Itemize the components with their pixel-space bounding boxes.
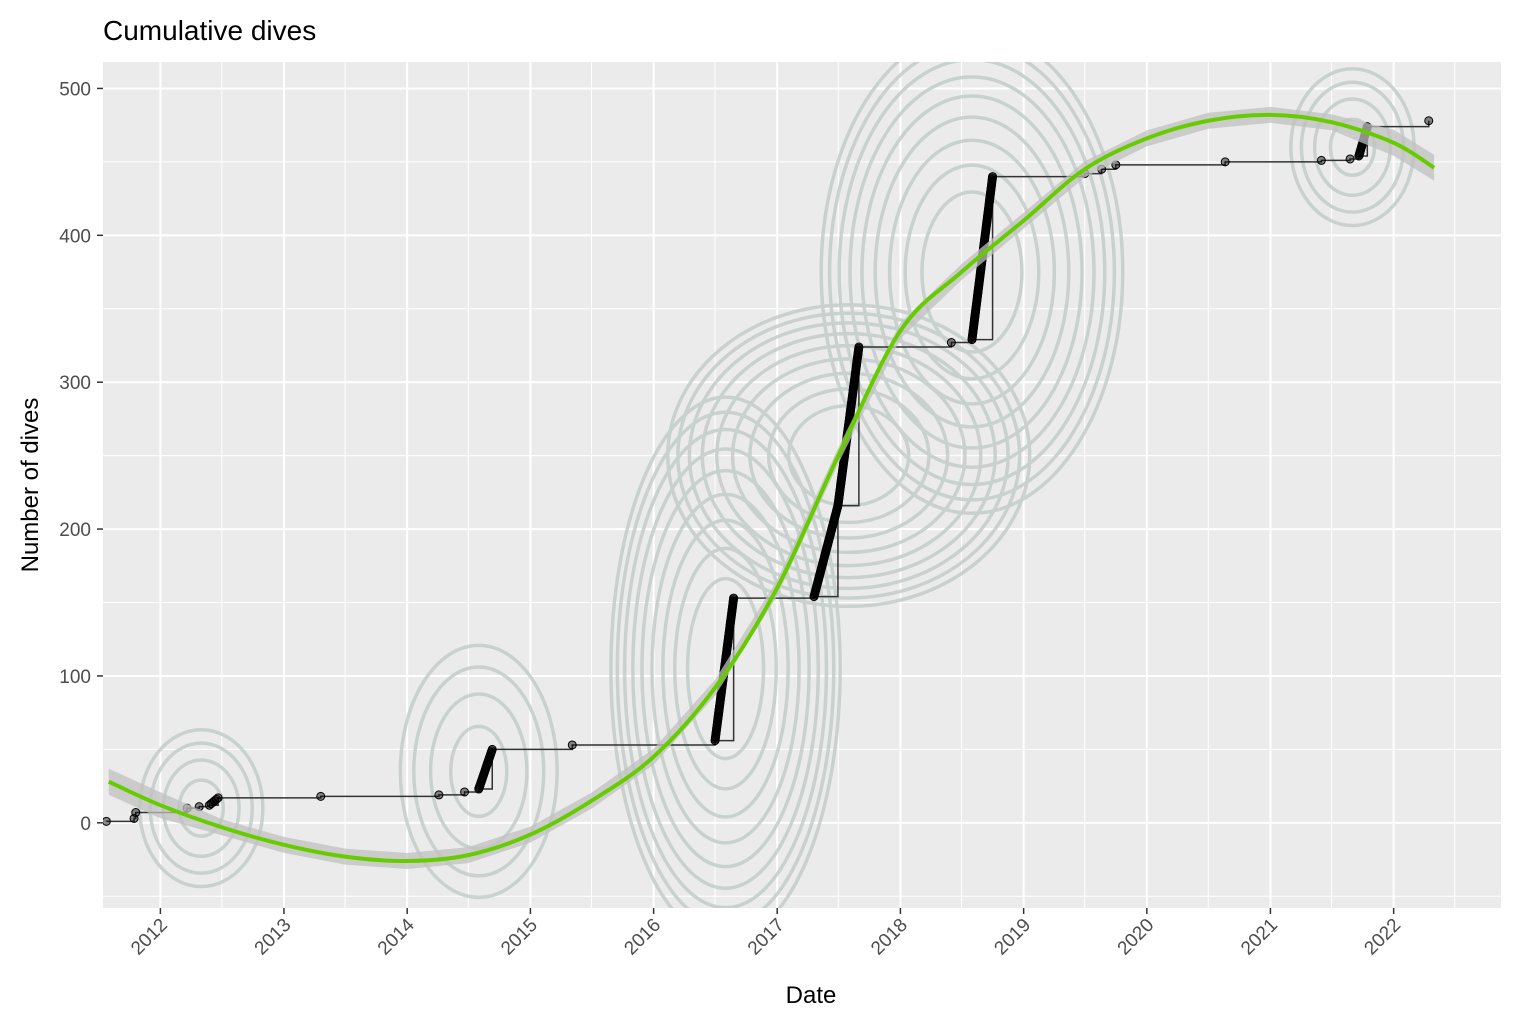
density-contour — [827, 62, 1117, 502]
chart-title: Cumulative dives — [103, 15, 316, 46]
density-contour — [860, 94, 1084, 450]
x-tick-label: 2013 — [251, 915, 296, 960]
density-contour — [700, 331, 997, 580]
dive-point — [729, 593, 739, 603]
density-contours — [137, 62, 1416, 908]
dive-point — [487, 744, 497, 754]
dive-point — [854, 342, 864, 352]
density-contour — [887, 138, 1057, 406]
dive-point — [1345, 154, 1355, 164]
y-tick-label: 400 — [59, 226, 91, 247]
dive-point — [1316, 155, 1326, 165]
density-contour — [903, 163, 1041, 381]
y-tick-label: 200 — [59, 520, 91, 541]
density-contour — [837, 62, 1107, 487]
x-tick-label: 2014 — [374, 914, 419, 959]
dive-point — [988, 172, 998, 182]
dive-point — [1424, 116, 1434, 126]
density-contour — [448, 724, 509, 819]
y-tick-label: 100 — [59, 667, 91, 688]
dive-point — [567, 740, 577, 750]
dive-point — [103, 816, 111, 826]
x-axis-title: Date — [786, 982, 837, 1009]
density-contour — [676, 311, 1022, 600]
x-tick-label: 2022 — [1360, 915, 1405, 960]
dive-point — [1220, 157, 1230, 167]
y-tick-label: 500 — [59, 79, 91, 100]
density-contour — [748, 371, 950, 540]
panel-layers — [103, 62, 1436, 908]
y-tick-label: 300 — [59, 373, 91, 394]
x-tick-label: 2016 — [620, 915, 665, 960]
dive-point — [213, 793, 223, 803]
density-contour — [398, 643, 559, 900]
y-axis: 0 100 200 300 400 500 — [59, 79, 103, 835]
x-axis: 2012 2013 2014 2015 2016 2017 2018 2019 2020 2021… — [127, 908, 1405, 959]
x-tick-label: 2019 — [990, 915, 1035, 960]
x-tick-label: 2017 — [744, 915, 789, 960]
density-contour — [730, 357, 967, 555]
density-contour — [622, 427, 829, 908]
density-contour — [819, 62, 1125, 515]
density-contour — [631, 447, 821, 890]
density-contour — [848, 75, 1096, 469]
y-tick-label: 0 — [80, 814, 91, 835]
plot-panel — [103, 62, 1501, 908]
x-tick-label: 2020 — [1114, 915, 1159, 960]
y-axis-title: Number of dives — [17, 398, 44, 573]
density-contour — [412, 665, 546, 878]
density-contour — [920, 190, 1024, 354]
density-contour — [873, 115, 1071, 429]
dive-point — [316, 791, 326, 801]
smooth-trend-line — [107, 112, 1436, 864]
dive-point — [131, 808, 141, 818]
density-contour — [685, 576, 766, 761]
density-contour — [609, 395, 842, 908]
density-contour — [673, 546, 779, 791]
density-contour — [666, 303, 1032, 609]
x-tick-label: 2012 — [127, 915, 172, 960]
density-contour — [640, 468, 811, 869]
x-tick-label: 2021 — [1237, 915, 1282, 960]
x-tick-label: 2018 — [867, 915, 912, 960]
x-tick-label: 2015 — [497, 915, 542, 960]
dive-point — [434, 790, 444, 800]
dive-point — [946, 338, 956, 348]
dive-point — [460, 787, 470, 797]
density-contour — [687, 321, 1010, 591]
